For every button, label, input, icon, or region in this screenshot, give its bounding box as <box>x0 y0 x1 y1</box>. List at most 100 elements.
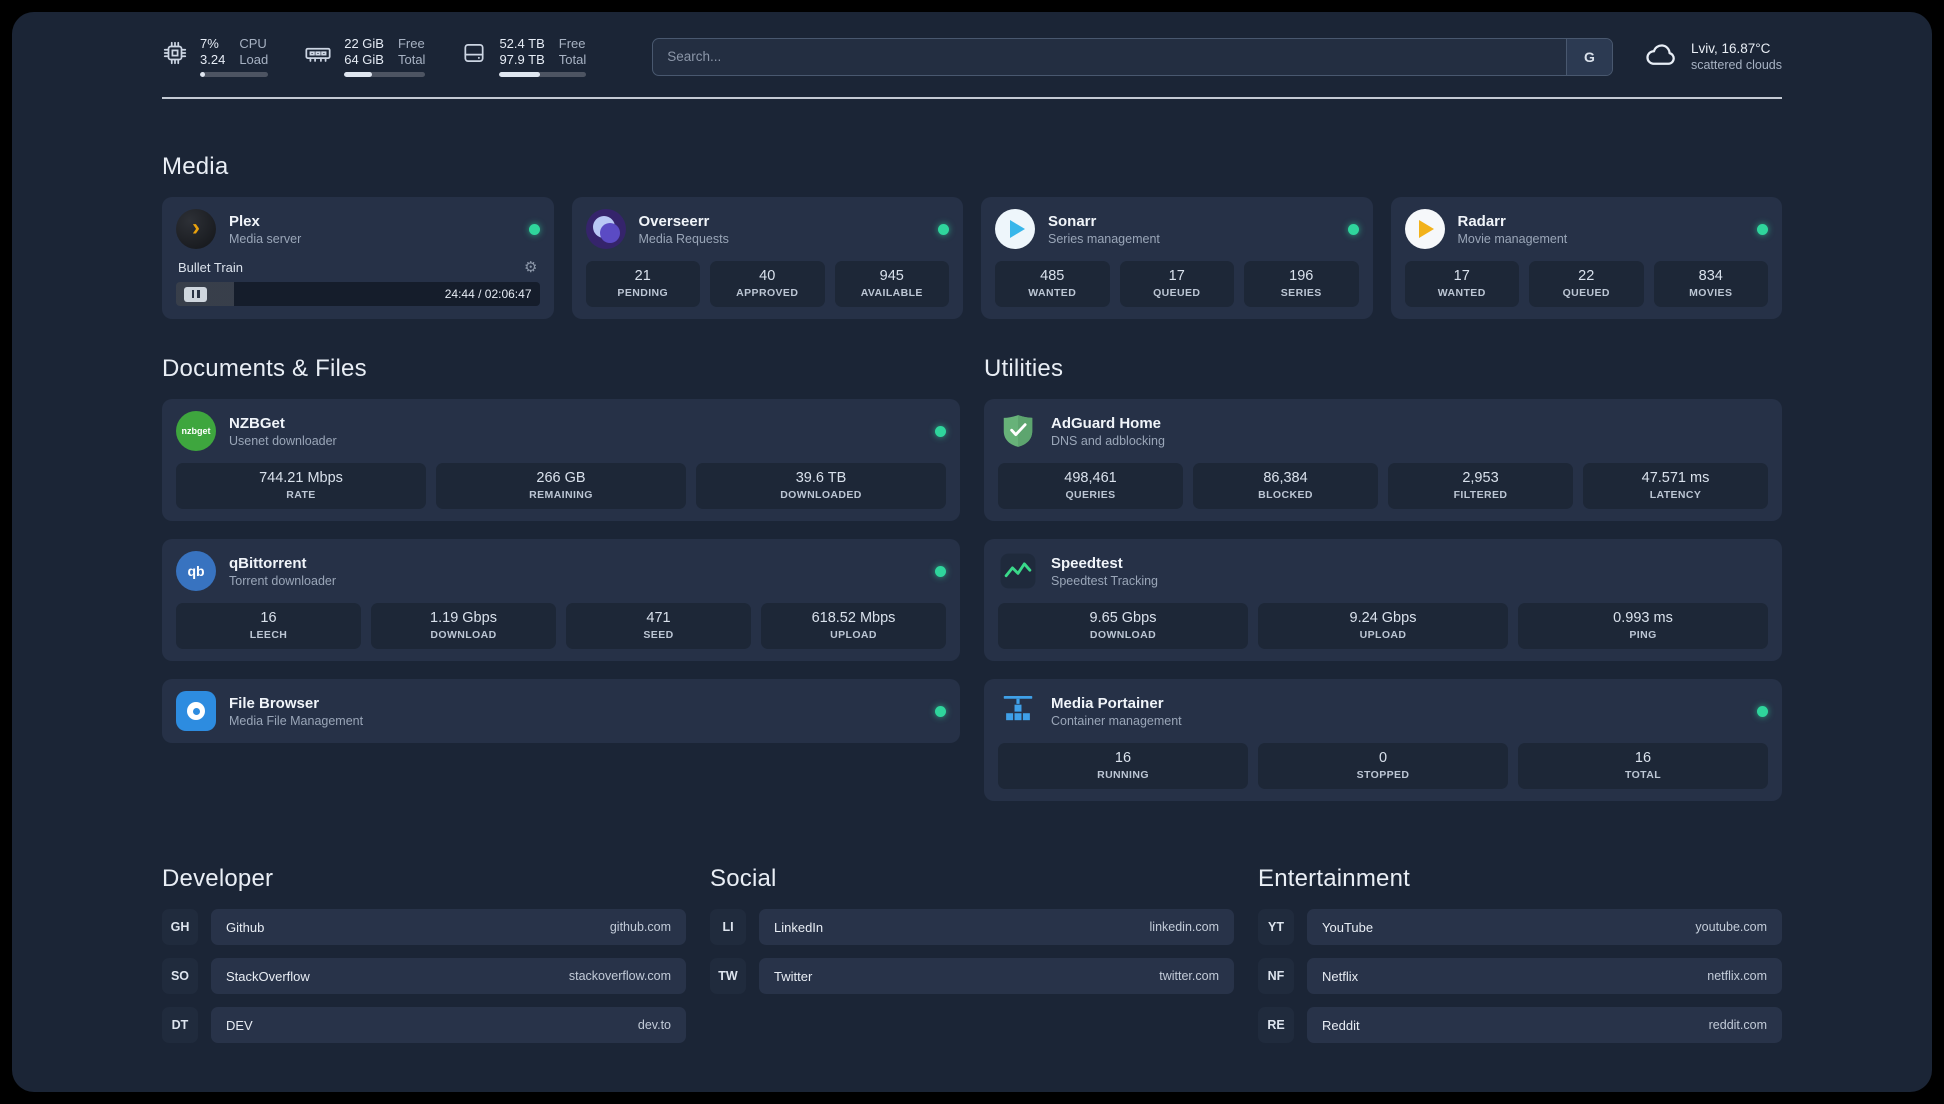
bookmark-abbr: YT <box>1258 909 1294 945</box>
stat-label: STOPPED <box>1356 769 1410 781</box>
service-name: Media Portainer <box>1051 694 1164 712</box>
bookmark-group-social: Social LI LinkedIn linkedin.com TW Twitt… <box>710 865 1234 1043</box>
stat-tile: 17 WANTED <box>1404 261 1519 307</box>
stat-value: 22 <box>1578 268 1595 284</box>
overseerr-icon <box>585 209 626 249</box>
memory-widget: 22 GiB Free 64 GiB Total <box>304 36 426 77</box>
stat-value: 2,953 <box>1462 470 1499 486</box>
section-title-utilities: Utilities <box>984 355 1064 382</box>
stat-tile: 40 APPROVED <box>710 261 825 307</box>
service-card-speedtest[interactable]: Speedtest Speedtest Tracking 9.65 Gbps D… <box>984 539 1782 661</box>
stat-label: SERIES <box>1280 287 1322 299</box>
cpu-widget: 7% CPU 3.24 Load <box>162 36 269 77</box>
stat-label: RATE <box>286 489 316 501</box>
service-card-portainer[interactable]: Media Portainer Container management 16 … <box>984 679 1782 801</box>
stat-value: 16 <box>1114 750 1132 766</box>
playback-progress-bar[interactable]: 24:44 / 02:06:47 <box>176 282 540 306</box>
bookmark-link-linkedin[interactable]: LinkedIn linkedin.com <box>759 909 1234 945</box>
bookmark-group-developer: Developer GH Github github.com SO StackO… <box>162 865 686 1043</box>
stat-value: 834 <box>1698 268 1723 284</box>
status-dot <box>528 223 540 235</box>
service-card-plex[interactable]: › Plex Media server Bullet Train ⚙ 24:44… <box>162 197 554 319</box>
service-card-sonarr[interactable]: Sonarr Series management 485 WANTED 17 Q… <box>981 197 1373 319</box>
stat-label: QUEUED <box>1153 287 1201 299</box>
stat-label: MOVIES <box>1689 287 1733 299</box>
stat-label: RUNNING <box>1097 769 1149 781</box>
stat-tile: 0 STOPPED <box>1258 743 1508 789</box>
disk-drive-icon <box>461 40 487 66</box>
stat-label: APPROVED <box>736 287 799 299</box>
status-dot <box>1757 223 1768 235</box>
service-subtitle: Series management <box>1048 231 1160 246</box>
service-subtitle: Media server <box>229 231 302 246</box>
service-subtitle: Media File Management <box>229 713 364 728</box>
bookmark-link-stackoverflow[interactable]: StackOverflow stackoverflow.com <box>211 958 686 994</box>
stat-tile: 744.21 Mbps RATE <box>176 463 426 509</box>
stat-value: 498,461 <box>1064 470 1117 486</box>
bookmark-abbr: TW <box>710 958 746 994</box>
stat-tile: 196 SERIES <box>1244 261 1359 307</box>
bookmark-abbr: LI <box>710 909 746 945</box>
stat-value: 0 <box>1378 750 1388 766</box>
weather-condition: scattered clouds <box>1690 58 1782 72</box>
nzbget-icon: nzbget <box>176 411 216 451</box>
section-utilities: Utilities AdGuard Home <box>984 355 1782 801</box>
section-title-documents: Documents & Files <box>162 355 367 382</box>
disk-widget: 52.4 TB Free 97.9 TB Total <box>461 36 587 77</box>
bookmark-link-github[interactable]: Github github.com <box>211 909 686 945</box>
gear-icon[interactable]: ⚙ <box>524 259 538 276</box>
stat-value: 1.19 Gbps <box>430 610 497 626</box>
stat-label: FILTERED <box>1453 489 1508 501</box>
bookmark-row: LI LinkedIn linkedin.com <box>710 909 1234 945</box>
stat-tile: 0.993 ms PING <box>1518 603 1768 649</box>
service-card-nzbget[interactable]: nzbget NZBGet Usenet downloader 744.21 M… <box>162 399 960 521</box>
search-provider-button[interactable]: G <box>1565 38 1612 75</box>
stat-value: 86,384 <box>1263 470 1308 486</box>
bookmark-link-dev[interactable]: DEV dev.to <box>211 1007 686 1043</box>
service-card-filebrowser[interactable]: File Browser Media File Management <box>162 679 960 743</box>
stat-label: LATENCY <box>1649 489 1702 501</box>
stat-tile: 22 QUEUED <box>1529 261 1644 307</box>
stat-label: DOWNLOAD <box>430 629 497 641</box>
disk-free: 52.4 TB <box>499 36 545 51</box>
stat-tile: 47.571 ms LATENCY <box>1583 463 1768 509</box>
stat-value: 9.65 Gbps <box>1089 610 1157 626</box>
search-input[interactable] <box>653 38 1566 75</box>
service-name: Radarr <box>1457 212 1506 230</box>
stat-tile: 16 LEECH <box>176 603 361 649</box>
disk-total-label: Total <box>558 52 587 67</box>
service-name: File Browser <box>229 694 320 712</box>
bookmark-row: GH Github github.com <box>162 909 686 945</box>
stat-value: 39.6 TB <box>795 470 847 486</box>
service-card-qbittorrent[interactable]: qb qBittorrent Torrent downloader 16 LEE… <box>162 539 960 661</box>
stat-tile: 16 RUNNING <box>998 743 1248 789</box>
stat-tile: 39.6 TB DOWNLOADED <box>696 463 946 509</box>
bookmark-link-twitter[interactable]: Twitter twitter.com <box>759 958 1234 994</box>
service-name: Sonarr <box>1048 212 1097 230</box>
bookmark-link-youtube[interactable]: YouTube youtube.com <box>1307 909 1782 945</box>
sonarr-icon <box>995 209 1035 249</box>
memory-free-label: Free <box>397 36 425 51</box>
stat-value: 16 <box>260 610 277 626</box>
service-subtitle: Media Requests <box>638 231 729 246</box>
memory-free: 22 GiB <box>344 36 384 51</box>
bookmark-link-reddit[interactable]: Reddit reddit.com <box>1307 1007 1782 1043</box>
radarr-icon <box>1404 209 1445 249</box>
search-bar[interactable]: G <box>652 37 1613 76</box>
status-dot <box>935 705 946 717</box>
bookmark-link-netflix[interactable]: Netflix netflix.com <box>1307 958 1782 994</box>
service-card-overseerr[interactable]: Overseerr Media Requests 21 PENDING 40 A… <box>571 197 963 319</box>
pause-button[interactable] <box>184 286 207 302</box>
portainer-crane-icon <box>998 691 1038 731</box>
stat-tile: 471 SEED <box>566 603 751 649</box>
service-subtitle: DNS and adblocking <box>1051 433 1165 448</box>
cpu-load: 3.24 <box>200 52 226 67</box>
stat-label: WANTED <box>1028 287 1077 299</box>
service-card-adguard[interactable]: AdGuard Home DNS and adblocking 498,461 … <box>984 399 1782 521</box>
weather-widget: Lviv, 16.87°C scattered clouds <box>1643 39 1782 74</box>
service-card-radarr[interactable]: Radarr Movie management 17 WANTED 22 QUE… <box>1390 197 1782 319</box>
stat-tile: 498,461 QUERIES <box>998 463 1183 509</box>
bookmarks-area: Developer GH Github github.com SO StackO… <box>162 865 1782 1083</box>
cpu-label: CPU <box>239 36 267 51</box>
stat-label: UPLOAD <box>1359 629 1407 641</box>
